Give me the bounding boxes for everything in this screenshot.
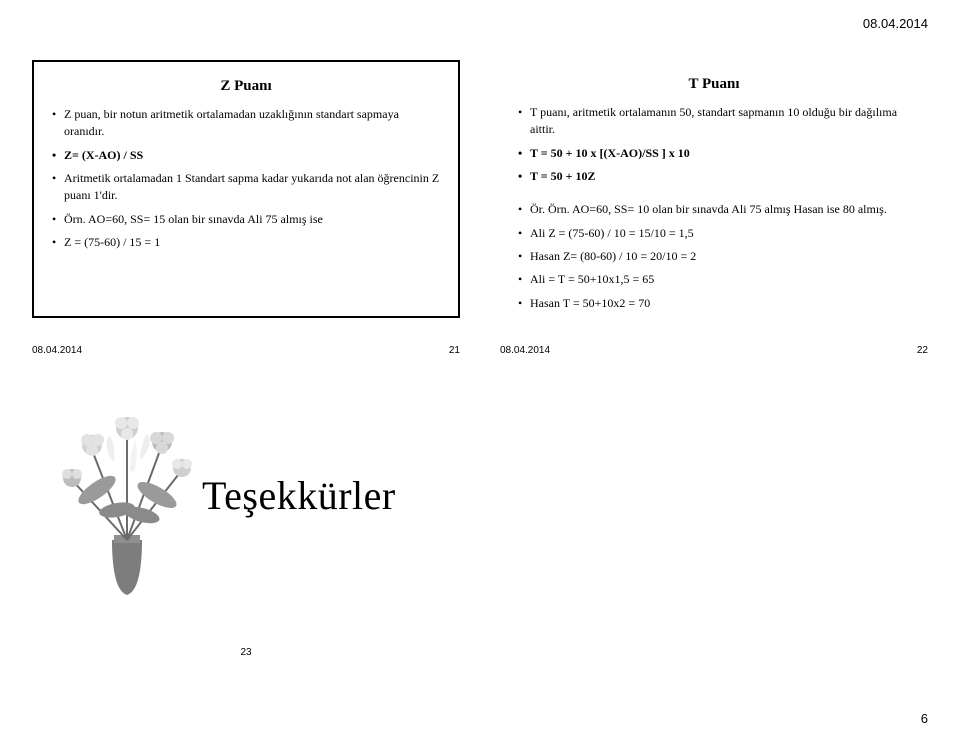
page-number: 6 (921, 711, 928, 726)
slide-22-bullet: Hasan Z= (80-60) / 10 = 20/10 = 2 (516, 248, 912, 265)
slide-22-footer: 08.04.2014 22 (500, 345, 928, 356)
slide-22-footer-date: 08.04.2014 (500, 345, 550, 356)
slides-row-1: Z Puanı Z puan, bir notun aritmetik orta… (32, 60, 928, 338)
slide-21-box: Z Puanı Z puan, bir notun aritmetik orta… (32, 60, 460, 318)
slide-21-bullet: Z puan, bir notun aritmetik ortalamadan … (50, 106, 442, 141)
slide-21-title: Z Puanı (50, 76, 442, 98)
slide-22-bullets-bottom: Ör. Örn. AO=60, SS= 10 olan bir sınavda … (516, 201, 912, 312)
slide-23-footer-num: 23 (32, 647, 460, 658)
slides-row-2: Teşekkürler 23 (32, 380, 928, 640)
slide-23-content: Teşekkürler (32, 380, 460, 610)
slide-22-bullets-top: T puanı, aritmetik ortalamanın 50, stand… (516, 104, 912, 186)
page-header-date: 08.04.2014 (863, 16, 928, 31)
slide-21-footer-num: 21 (449, 345, 460, 356)
spacer (516, 191, 912, 201)
slide-22-bullet: Ali Z = (75-60) / 10 = 15/10 = 1,5 (516, 225, 912, 242)
slide-22-title: T Puanı (516, 74, 912, 96)
slide-23: Teşekkürler 23 (32, 380, 460, 640)
slide-21-bullet: Örn. AO=60, SS= 15 olan bir sınavda Ali … (50, 211, 442, 228)
thanks-text: Teşekkürler (202, 472, 396, 519)
slide-22: T Puanı T puanı, aritmetik ortalamanın 5… (500, 60, 928, 338)
slide-22-bullet: Ali = T = 50+10x1,5 = 65 (516, 271, 912, 288)
slide-21-bullet: Z= (X-AO) / SS (50, 147, 442, 164)
slide-22-bullet: T puanı, aritmetik ortalamanın 50, stand… (516, 104, 912, 139)
slide-21: Z Puanı Z puan, bir notun aritmetik orta… (32, 60, 460, 338)
slide-22-bullet: Hasan T = 50+10x2 = 70 (516, 295, 912, 312)
slide-22-footer-num: 22 (917, 345, 928, 356)
slide-21-footer: 08.04.2014 21 (32, 345, 460, 356)
slide-empty (500, 380, 928, 640)
slide-22-bullet: Ör. Örn. AO=60, SS= 10 olan bir sınavda … (516, 201, 912, 218)
slide-21-bullets: Z puan, bir notun aritmetik ortalamadan … (50, 106, 442, 252)
slide-21-bullet: Z = (75-60) / 15 = 1 (50, 234, 442, 251)
slide-21-footer-date: 08.04.2014 (32, 345, 82, 356)
flower-bouquet-icon (42, 390, 212, 600)
slide-22-bullet: T = 50 + 10 x [(X-AO)/SS ] x 10 (516, 145, 912, 162)
slide-22-bullet: T = 50 + 10Z (516, 168, 912, 185)
slide-22-box: T Puanı T puanı, aritmetik ortalamanın 5… (500, 60, 928, 338)
slide-21-bullet: Aritmetik ortalamadan 1 Standart sapma k… (50, 170, 442, 205)
